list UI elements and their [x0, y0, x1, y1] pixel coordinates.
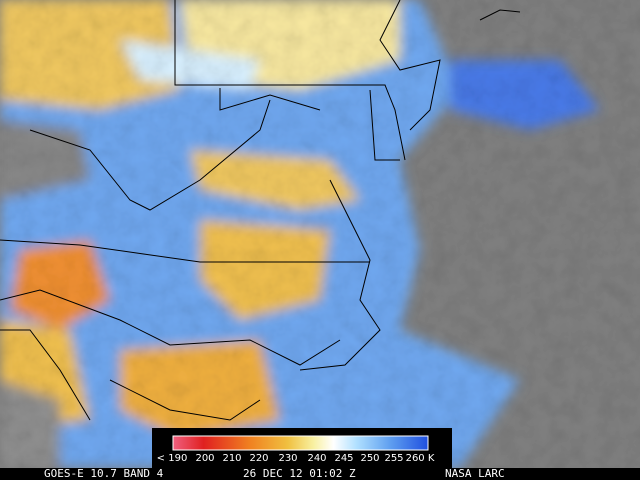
legend-label: 240 [307, 453, 326, 464]
footer-satellite: GOES-E 10.7 BAND 4 [44, 467, 164, 480]
color-scale [172, 435, 429, 451]
imagery [0, 0, 640, 468]
legend-label: 200 [195, 453, 214, 464]
legend-label: 260 K [406, 453, 435, 464]
legend-label: 210 [222, 453, 241, 464]
legend-label: 230 [278, 453, 297, 464]
legend-label: 245 [334, 453, 353, 464]
footer-time: 26 DEC 12 01:02 Z [243, 467, 356, 480]
legend-labels: < 190 200 210 220 230 240 245 250 255 26… [157, 453, 435, 464]
legend-label: 250 [360, 453, 379, 464]
legend-label: < 190 [157, 453, 188, 464]
footer-credit: NASA LARC [445, 467, 505, 480]
borders [0, 0, 520, 420]
footer-bar [0, 468, 640, 480]
legend-label: 220 [249, 453, 268, 464]
legend-label: 255 [384, 453, 403, 464]
